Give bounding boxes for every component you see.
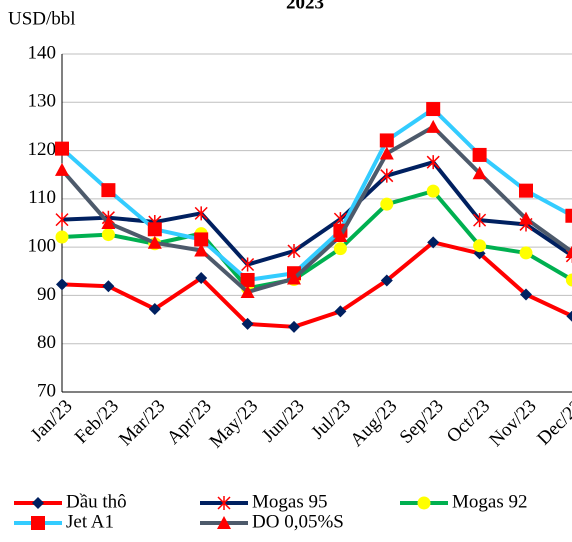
marker [519, 246, 533, 260]
series-line [60, 107, 572, 282]
y-tick-label: 130 [28, 91, 57, 112]
marker [565, 248, 572, 263]
legend-label: Mogas 95 [252, 491, 327, 512]
marker [31, 516, 45, 530]
marker [288, 320, 300, 333]
marker [426, 155, 440, 170]
marker [55, 162, 69, 176]
marker [565, 273, 572, 287]
marker [194, 243, 209, 257]
marker [473, 239, 487, 253]
marker [287, 271, 301, 285]
marker [194, 232, 209, 247]
marker [148, 302, 161, 315]
marker [147, 235, 162, 249]
marker [102, 280, 115, 293]
legend-label: DO 0,05%S [252, 511, 344, 532]
marker [101, 183, 116, 198]
marker [427, 236, 440, 249]
marker [101, 228, 115, 242]
marker [473, 213, 487, 228]
marker [519, 183, 533, 198]
marker [379, 133, 394, 148]
legend-label: Dầu thô [66, 491, 127, 512]
marker [241, 317, 254, 330]
x-tick-label: Oct/23 [443, 396, 494, 447]
marker [55, 141, 69, 156]
x-tick-label: Mar/23 [115, 396, 169, 450]
x-tick-label: Aug/23 [346, 396, 401, 451]
x-tick-label: May/23 [206, 396, 263, 453]
marker [426, 184, 440, 198]
series-line [60, 124, 572, 295]
marker [241, 257, 255, 272]
y-tick-label: 140 [28, 42, 57, 63]
marker [426, 102, 441, 117]
marker [194, 206, 208, 221]
marker [101, 216, 116, 229]
marker [565, 245, 572, 258]
y-tick-label: 80 [37, 332, 56, 353]
marker [217, 516, 231, 529]
marker [520, 288, 532, 301]
marker [417, 496, 431, 510]
legend-label: Mogas 92 [452, 491, 527, 512]
y-tick-label: 70 [37, 380, 56, 401]
marker [55, 230, 69, 244]
marker [565, 208, 572, 223]
marker [566, 310, 572, 322]
marker [472, 147, 487, 162]
marker [379, 146, 394, 160]
marker [240, 285, 255, 299]
marker [334, 305, 347, 318]
x-tick-label: Jan/23 [27, 396, 77, 446]
x-tick-label: Jun/23 [258, 396, 309, 447]
marker [380, 274, 393, 287]
marker [519, 211, 533, 225]
marker [333, 242, 347, 256]
marker [426, 119, 441, 133]
marker [56, 278, 68, 291]
chart-title: 2023 [286, 0, 324, 13]
x-tick-label: Sep/23 [396, 396, 448, 448]
marker [472, 166, 487, 180]
y-tick-label: 100 [28, 236, 57, 257]
marker [333, 229, 348, 243]
y-axis-label: USD/bbl [8, 8, 76, 29]
marker [240, 272, 255, 287]
marker [55, 212, 69, 227]
legend-label: Jet A1 [66, 511, 114, 532]
x-tick-label: Nov/23 [485, 396, 540, 451]
x-tick-label: Dec/23 [533, 396, 572, 450]
series-line [61, 189, 572, 291]
marker [195, 272, 208, 285]
marker [217, 496, 231, 510]
marker [32, 497, 44, 509]
y-tick-label: 90 [37, 284, 56, 305]
marker [380, 197, 394, 211]
marker [380, 168, 394, 183]
marker [287, 244, 301, 259]
series-line [61, 240, 572, 329]
y-tick-label: 120 [28, 139, 57, 160]
y-tick-label: 110 [28, 187, 56, 208]
x-tick-label: Feb/23 [71, 396, 123, 448]
marker [147, 222, 162, 237]
